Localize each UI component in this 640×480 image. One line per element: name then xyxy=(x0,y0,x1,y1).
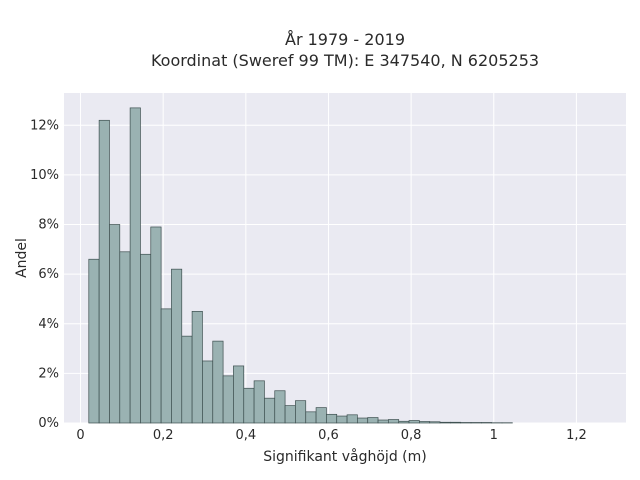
histogram-bar xyxy=(253,380,265,424)
histogram-bar xyxy=(408,420,420,424)
histogram-bar xyxy=(88,258,100,424)
bars xyxy=(88,107,513,424)
histogram-bar xyxy=(315,407,327,424)
chart-title-years: År 1979 - 2019 xyxy=(285,30,405,49)
histogram-bar xyxy=(305,411,317,424)
histogram-bar xyxy=(284,405,296,424)
histogram-bar xyxy=(181,335,193,424)
histogram-bar xyxy=(119,251,131,424)
histogram-bar xyxy=(264,397,276,424)
histogram-bar xyxy=(129,107,141,424)
x-tick-label: 0,2 xyxy=(153,428,174,443)
histogram-bar xyxy=(233,365,245,424)
y-tick-label: 0% xyxy=(38,416,59,431)
histogram-bar xyxy=(243,387,255,424)
y-tick-label: 2% xyxy=(38,366,59,381)
x-tick-label: 1,2 xyxy=(566,428,587,443)
x-axis-ticks: 0 0,2 0,4 0,6 0,8 1 1,2 xyxy=(76,428,586,443)
histogram-bar xyxy=(150,226,162,424)
y-tick-label: 10% xyxy=(30,168,59,183)
histogram-bar xyxy=(222,375,234,424)
chart-title-coordinate: Koordinat (Sweref 99 TM): E 347540, N 62… xyxy=(151,51,539,70)
x-tick-label: 1 xyxy=(490,428,498,443)
histogram-bar xyxy=(160,308,172,424)
histogram-bar xyxy=(140,253,152,424)
histogram-bar xyxy=(274,390,286,424)
histogram-bar xyxy=(419,421,431,424)
histogram-bar xyxy=(429,421,441,424)
histogram-bar xyxy=(346,414,358,424)
y-axis-label: Andel xyxy=(14,238,30,278)
x-tick-label: 0,4 xyxy=(235,428,256,443)
histogram-bar xyxy=(191,310,203,424)
y-axis-ticks: 0% 2% 4% 6% 8% 10% 12% xyxy=(30,118,59,431)
histogram-bar xyxy=(377,419,389,424)
histogram-bar xyxy=(450,421,462,424)
histogram-bar xyxy=(357,417,369,424)
histogram-bar xyxy=(326,413,338,424)
y-tick-label: 8% xyxy=(38,218,59,233)
histogram-bar xyxy=(212,340,224,424)
histogram-bar xyxy=(367,417,379,424)
x-axis-label: Signifikant våghöjd (m) xyxy=(263,448,426,465)
histogram-bar xyxy=(171,268,183,424)
x-tick-label: 0,6 xyxy=(318,428,339,443)
histogram-bar xyxy=(336,415,348,424)
histogram-bar xyxy=(295,400,307,424)
histogram-bar xyxy=(388,419,400,424)
y-tick-label: 12% xyxy=(30,118,59,133)
x-tick-label: 0,8 xyxy=(401,428,422,443)
y-tick-label: 6% xyxy=(38,267,59,282)
histogram-bar xyxy=(398,420,410,424)
histogram-bar xyxy=(98,119,110,424)
histogram-bar xyxy=(202,360,214,424)
y-tick-label: 4% xyxy=(38,317,59,332)
histogram-bar xyxy=(439,421,451,424)
histogram-bar xyxy=(109,224,121,424)
x-tick-label: 0 xyxy=(76,428,84,443)
